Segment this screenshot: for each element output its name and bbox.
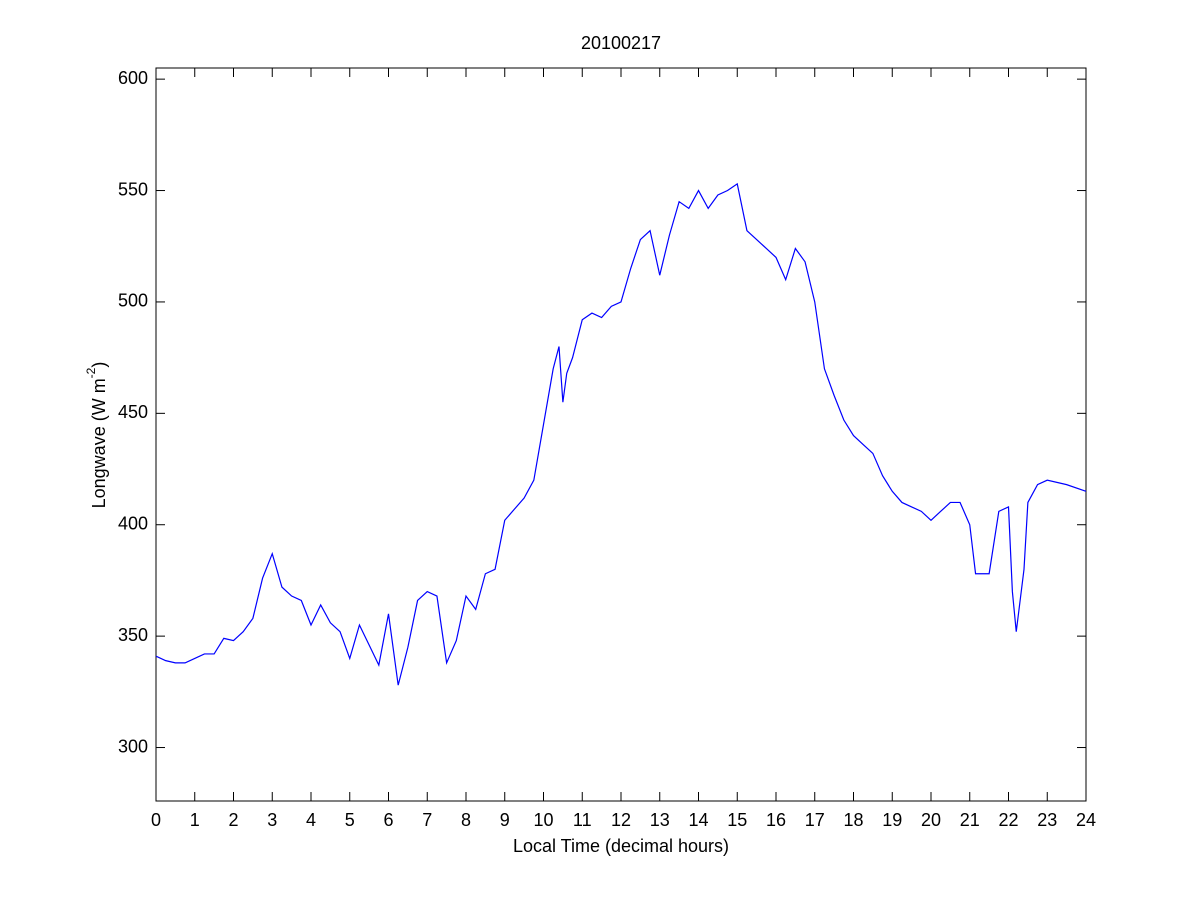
x-tick-label: 24 [1076, 810, 1096, 830]
x-tick-label: 8 [461, 810, 471, 830]
x-tick-label: 21 [960, 810, 980, 830]
y-tick-label: 600 [118, 68, 148, 88]
y-tick-label: 350 [118, 625, 148, 645]
data-line [155, 182, 1087, 686]
y-tick-label: 500 [118, 291, 148, 311]
x-tick-label: 18 [843, 810, 863, 830]
x-tick-label: 10 [533, 810, 553, 830]
x-tick-label: 17 [805, 810, 825, 830]
y-axis-label-main: Longwave (W m [89, 378, 109, 508]
y-tick-label: 400 [118, 513, 148, 533]
x-tick-label: 3 [267, 810, 277, 830]
x-tick-label: 22 [998, 810, 1018, 830]
x-tick-label: 1 [190, 810, 200, 830]
chart-title: 20100217 [581, 33, 661, 53]
x-tick-label: 13 [650, 810, 670, 830]
x-tick-label: 2 [228, 810, 238, 830]
y-axis-label-exponent: -2 [84, 367, 98, 378]
x-tick-label: 7 [422, 810, 432, 830]
y-axis-label-end: ) [89, 362, 109, 368]
x-tick-label: 19 [882, 810, 902, 830]
x-tick-label: 16 [766, 810, 786, 830]
x-tick-label: 11 [573, 810, 592, 830]
x-tick-label: 6 [383, 810, 393, 830]
x-tick-label: 0 [151, 810, 161, 830]
x-tick-label: 14 [688, 810, 708, 830]
x-tick-label: 5 [345, 810, 355, 830]
y-tick-label: 450 [118, 402, 148, 422]
y-tick-label: 550 [118, 179, 148, 199]
x-tick-label: 20 [921, 810, 941, 830]
y-axis-label: Longwave (W m-2) [84, 362, 109, 509]
x-tick-label: 9 [500, 810, 510, 830]
x-tick-label: 4 [306, 810, 316, 830]
x-tick-label: 15 [727, 810, 747, 830]
x-axis-label: Local Time (decimal hours) [513, 836, 729, 856]
y-tick-label: 300 [118, 736, 148, 756]
x-tick-label: 12 [611, 810, 631, 830]
x-tick-label: 23 [1037, 810, 1057, 830]
